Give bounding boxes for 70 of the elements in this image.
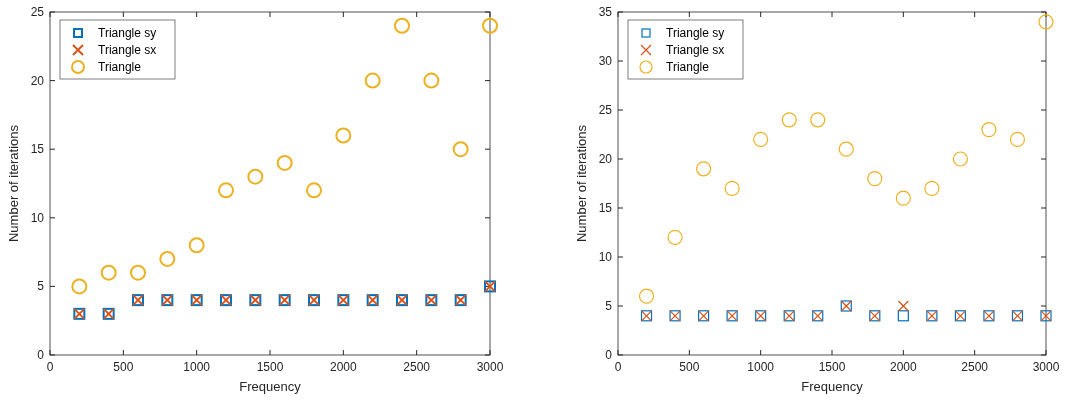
x-tick-label: 2500 <box>961 360 989 374</box>
point <box>306 182 322 199</box>
point <box>276 154 293 171</box>
point <box>188 237 205 254</box>
x-axis-title: Frequency <box>239 379 302 394</box>
y-axis-title: Number of iterations <box>6 124 21 243</box>
y-tick-label: 5 <box>605 299 613 313</box>
x-tick-label: 500 <box>113 360 134 374</box>
point <box>335 127 352 144</box>
y-tick-label: 0 <box>605 348 613 362</box>
point <box>71 278 88 295</box>
x-tick-label: 2000 <box>889 360 917 374</box>
point <box>638 288 655 304</box>
point <box>667 229 683 245</box>
point <box>452 141 469 158</box>
point <box>364 72 381 89</box>
y-tick-label: 10 <box>598 250 613 264</box>
point <box>781 112 797 128</box>
point <box>895 190 911 206</box>
point <box>394 17 410 34</box>
y-tick-label: 0 <box>37 348 45 362</box>
point <box>810 112 826 128</box>
point <box>100 264 117 281</box>
x-tick-label: 3000 <box>476 360 504 374</box>
point <box>724 180 740 196</box>
x-tick-label: 0 <box>46 360 54 374</box>
point <box>1038 14 1054 30</box>
point <box>897 300 909 312</box>
y-tick-label: 35 <box>598 5 613 19</box>
y-tick-label: 15 <box>598 201 613 215</box>
legend-label: Triangle sy <box>98 26 157 40</box>
y-tick-label: 20 <box>30 73 45 88</box>
point <box>924 180 940 196</box>
y-tick-label: 20 <box>598 152 613 166</box>
point <box>159 250 176 267</box>
y-tick-label: 5 <box>37 279 45 294</box>
point <box>247 168 264 185</box>
point <box>423 72 440 89</box>
point <box>1009 131 1026 147</box>
y-tick-label: 25 <box>598 103 613 117</box>
legend-label: Triangle sy <box>666 26 725 40</box>
point <box>130 264 146 281</box>
x-tick-label: 1500 <box>818 360 846 374</box>
legend-label: Triangle sx <box>98 43 157 57</box>
point <box>482 17 498 34</box>
point <box>952 151 968 167</box>
x-tick-label: 1000 <box>183 360 211 374</box>
x-tick-label: 1000 <box>747 360 775 374</box>
point <box>696 161 712 177</box>
y-tick-label: 15 <box>30 142 45 157</box>
x-tick-label: 2000 <box>329 360 357 374</box>
point <box>981 122 997 138</box>
legend-label: Triangle sx <box>666 43 725 57</box>
y-tick-label: 25 <box>30 5 45 19</box>
point <box>753 131 769 147</box>
y-axis-title: Number of iterations <box>574 124 589 243</box>
legend-label: Triangle <box>666 60 710 74</box>
x-axis-title: Frequency <box>801 379 864 394</box>
x-tick-label: 3000 <box>1032 360 1060 374</box>
point <box>867 171 883 187</box>
x-tick-label: 500 <box>679 360 700 374</box>
x-tick-label: 1500 <box>256 360 284 374</box>
point <box>897 310 909 322</box>
y-tick-label: 10 <box>30 210 45 225</box>
x-tick-label: 2500 <box>403 360 431 374</box>
point <box>218 182 234 199</box>
point <box>838 141 854 157</box>
legend-label: Triangle <box>98 60 142 74</box>
y-tick-label: 30 <box>598 54 613 68</box>
x-tick-label: 0 <box>614 360 622 374</box>
